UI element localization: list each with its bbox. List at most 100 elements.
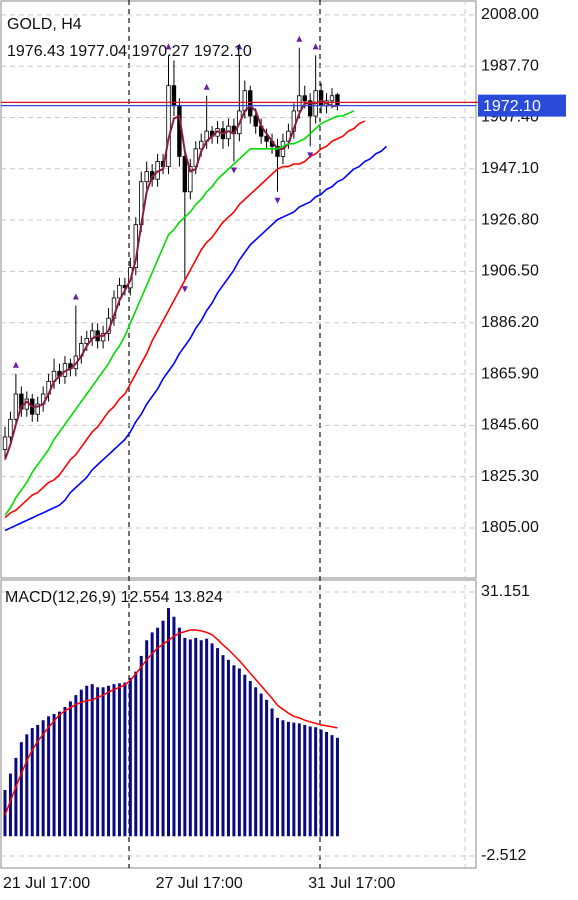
x-tick-label: 21 Jul 17:00 bbox=[3, 875, 90, 892]
macd-bar bbox=[19, 742, 23, 837]
macd-bar bbox=[139, 655, 143, 837]
macd-bar bbox=[194, 637, 198, 837]
macd-title: MACD(12,26,9) bbox=[5, 589, 116, 606]
candle-body bbox=[335, 94, 340, 107]
macd-bar bbox=[297, 723, 301, 837]
macd-bar bbox=[156, 627, 160, 837]
macd-bar bbox=[58, 711, 61, 837]
candle-body bbox=[302, 95, 307, 102]
macd-panel-frame bbox=[0, 579, 477, 869]
macd-bar bbox=[145, 640, 149, 837]
macd-value: 12.554 bbox=[121, 589, 170, 606]
candle-body bbox=[242, 90, 247, 112]
macd-bar bbox=[63, 706, 67, 837]
macd-bar bbox=[308, 726, 312, 837]
macd-bar bbox=[226, 659, 230, 837]
macd-bar bbox=[134, 671, 138, 837]
y-tick-label: 2008.00 bbox=[481, 6, 539, 23]
macd-bar bbox=[221, 655, 225, 837]
candle-body bbox=[166, 85, 171, 167]
fractal-up bbox=[296, 35, 303, 42]
y-tick-label: 1825.30 bbox=[481, 468, 539, 485]
candle-body bbox=[329, 95, 335, 102]
macd-bar bbox=[68, 701, 72, 837]
macd-bar bbox=[237, 668, 241, 837]
y-tick-label: 1947.10 bbox=[481, 160, 539, 177]
candle-body bbox=[2, 436, 8, 451]
macd-bar bbox=[8, 773, 12, 837]
macd-bar bbox=[286, 721, 290, 837]
macd-bar bbox=[107, 685, 111, 837]
macd-bar bbox=[14, 757, 18, 837]
macd-bar bbox=[30, 728, 34, 837]
macd-bar bbox=[117, 683, 121, 837]
candle-body bbox=[117, 284, 122, 299]
y-tick-label: 1886.20 bbox=[481, 314, 539, 331]
moving-average-line bbox=[4, 99, 338, 461]
candle-body bbox=[188, 166, 193, 193]
candle-body bbox=[264, 135, 269, 142]
fractal-down bbox=[307, 152, 314, 159]
moving-average-line bbox=[4, 110, 355, 516]
macd-bar bbox=[112, 684, 116, 837]
candle-body bbox=[13, 393, 19, 420]
y-tick-label: 1906.50 bbox=[481, 263, 539, 280]
macd-bar bbox=[90, 684, 94, 837]
fractal-up bbox=[203, 83, 210, 90]
x-tick-label: 27 Jul 17:00 bbox=[156, 875, 243, 892]
candle-body bbox=[248, 90, 253, 117]
macd-bar bbox=[248, 681, 252, 837]
macd-bar bbox=[161, 620, 165, 837]
macd-bar bbox=[276, 717, 279, 837]
fractal-up bbox=[236, 43, 243, 50]
fractal-up bbox=[312, 43, 319, 50]
y-tick-label: 1845.60 bbox=[481, 417, 539, 434]
macd-bar bbox=[128, 677, 132, 837]
y-tick-label: 1987.70 bbox=[481, 57, 539, 74]
y-tick-label: -2.512 bbox=[481, 847, 526, 864]
close-value: 1972.10 bbox=[194, 43, 252, 60]
macd-bar bbox=[47, 716, 51, 837]
macd-bar bbox=[205, 638, 209, 837]
plot-layer bbox=[1, 14, 476, 857]
candle-body bbox=[84, 338, 89, 344]
macd-bar bbox=[232, 665, 236, 837]
candle-body bbox=[253, 115, 258, 127]
macd-bar bbox=[330, 735, 334, 837]
macd-bar bbox=[172, 616, 176, 837]
macd-bar bbox=[96, 687, 100, 837]
macd-bar bbox=[319, 729, 323, 837]
candle-body bbox=[144, 171, 149, 183]
open-value: 1976.43 bbox=[7, 43, 65, 60]
macd-bar bbox=[36, 724, 40, 837]
fractal-down bbox=[181, 286, 188, 293]
macd-bar bbox=[101, 687, 105, 837]
macd-bar bbox=[183, 637, 187, 837]
macd-bar bbox=[292, 722, 296, 837]
x-tick-label: 31 Jul 17:00 bbox=[308, 875, 395, 892]
candle-body bbox=[100, 332, 106, 342]
macd-bar bbox=[150, 632, 154, 837]
macd-bar bbox=[325, 731, 329, 837]
macd-bar bbox=[52, 713, 56, 837]
macd-bar bbox=[25, 734, 29, 837]
macd-bar bbox=[243, 674, 247, 837]
candle-body bbox=[177, 105, 182, 157]
moving-average-line bbox=[4, 120, 366, 519]
fractal-down bbox=[274, 197, 281, 204]
macd-bar bbox=[314, 727, 318, 837]
y-tick-label: 1805.00 bbox=[481, 519, 539, 536]
macd-bar bbox=[79, 689, 83, 837]
fractal-up bbox=[12, 361, 19, 368]
macd-bar bbox=[167, 608, 170, 837]
moving-average-line bbox=[4, 145, 388, 532]
candle-body bbox=[297, 95, 302, 112]
candle-body bbox=[182, 156, 188, 193]
price-tag bbox=[478, 94, 566, 117]
macd-bar bbox=[199, 640, 203, 837]
macd-bar bbox=[265, 699, 269, 837]
candle-body bbox=[318, 90, 324, 107]
macd-bar bbox=[85, 685, 89, 837]
candle-body bbox=[35, 403, 40, 415]
